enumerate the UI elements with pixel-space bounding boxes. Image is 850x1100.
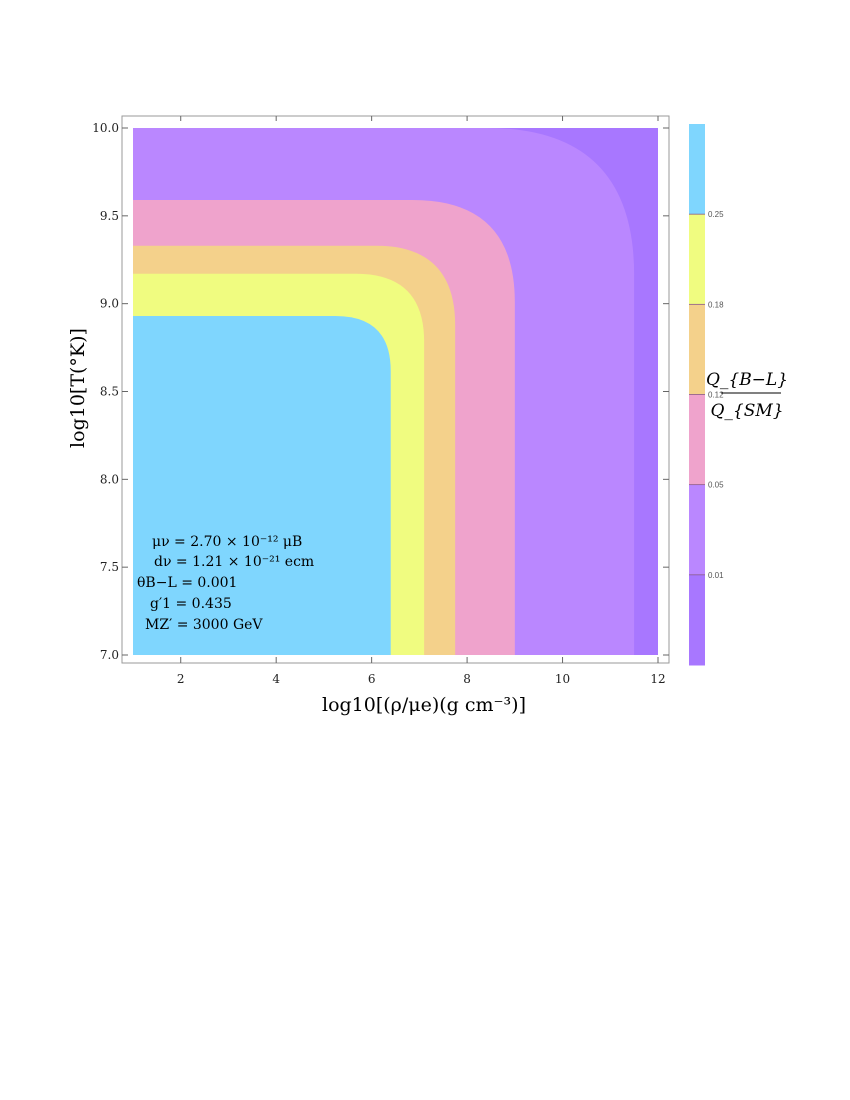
colorbar-title-denominator: Q_{SM}	[710, 401, 783, 421]
x-tick-label: 6	[368, 672, 376, 686]
param-d-nu: dν = 1.21 × 10⁻²¹ ecm	[154, 554, 314, 570]
param-theta: θB−L = 0.001	[137, 575, 237, 591]
param-mz: MZ′ = 3000 GeV	[145, 617, 263, 633]
contour-band-0	[133, 315, 391, 655]
colorbar-segment-2	[689, 304, 705, 395]
y-tick-label: 9.0	[100, 297, 119, 311]
param-g1: g′1 = 0.435	[150, 596, 232, 612]
x-tick-label: 4	[272, 672, 280, 686]
x-tick-label: 8	[463, 672, 471, 686]
parameter-legend: μν = 2.70 × 10⁻¹² μB dν = 1.21 × 10⁻²¹ e…	[137, 534, 314, 633]
colorbar-tick-label: 0.18	[708, 300, 724, 309]
colorbar-segment-0	[689, 124, 705, 215]
colorbar: 0.01 0.05 0.12 0.18 0.25	[689, 124, 724, 666]
colorbar-title-numerator: Q_{B−L}	[706, 370, 788, 390]
y-tick-label: 10.0	[92, 121, 119, 135]
colorbar-segment-4	[689, 484, 705, 576]
colorbar-tick-label: 0.12	[708, 391, 724, 400]
param-mu-nu: μν = 2.70 × 10⁻¹² μB	[152, 534, 302, 550]
y-tick-label: 7.0	[100, 648, 119, 662]
x-tick-label: 2	[177, 672, 185, 686]
x-axis-title: log10[(ρ/μe)(g cm⁻³)]	[322, 694, 526, 716]
colorbar-segment-3	[689, 394, 705, 486]
y-axis-title: log10[T(°K)]	[67, 328, 89, 448]
colorbar-tick-label: 0.05	[708, 481, 724, 490]
y-tick-label: 8.5	[100, 385, 119, 399]
x-tick-label: 12	[650, 672, 665, 686]
y-tick-label: 7.5	[100, 560, 119, 574]
colorbar-tick-label: 0.25	[708, 210, 724, 219]
colorbar-segment-5	[689, 574, 705, 666]
plot-frame	[121, 115, 670, 664]
colorbar-segment-1	[689, 214, 705, 305]
x-tick-label: 10	[555, 672, 570, 686]
y-tick-label: 8.0	[100, 472, 119, 486]
y-tick-label: 9.5	[100, 209, 119, 223]
colorbar-tick-label: 0.01	[708, 571, 724, 580]
